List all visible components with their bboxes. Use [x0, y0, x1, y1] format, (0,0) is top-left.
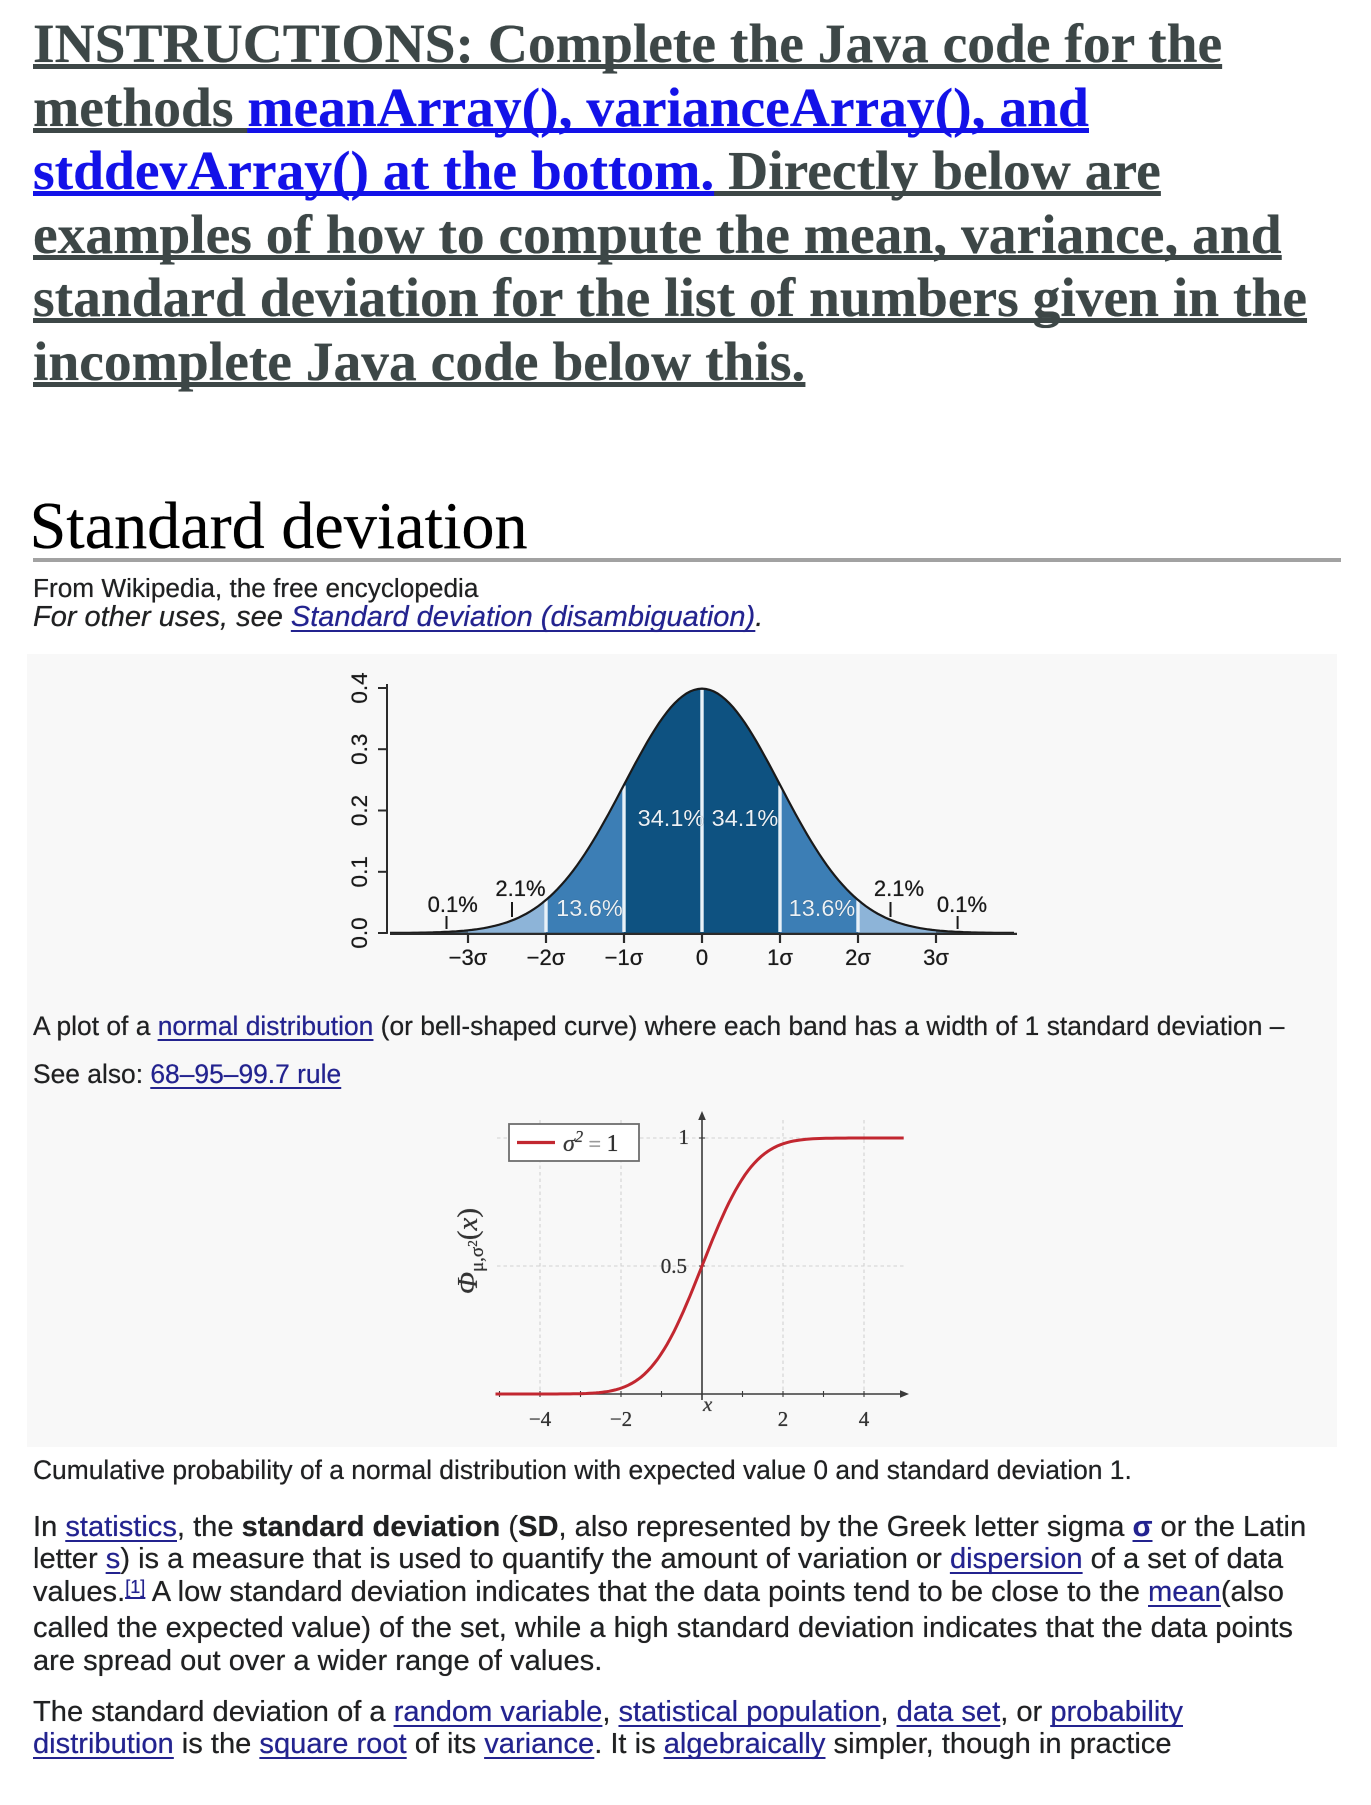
svg-text:0.1: 0.1 — [347, 856, 372, 887]
svg-text:0.4: 0.4 — [347, 672, 372, 703]
svg-text:0.3: 0.3 — [347, 734, 372, 765]
svg-text:σ2 = 1: σ2 = 1 — [563, 1127, 619, 1157]
svg-text:0.2: 0.2 — [347, 795, 372, 826]
svg-text:0.0: 0.0 — [347, 917, 372, 948]
svg-text:0.1%: 0.1% — [937, 892, 987, 917]
svg-text:−4: −4 — [529, 1407, 552, 1431]
svg-text:0.1%: 0.1% — [428, 892, 478, 917]
svg-text:3σ: 3σ — [923, 945, 949, 970]
svg-text:34.1%: 34.1% — [712, 805, 779, 831]
svg-text:2σ: 2σ — [845, 945, 871, 970]
svg-text:4: 4 — [859, 1407, 870, 1431]
svg-text:1: 1 — [679, 1125, 690, 1149]
svg-text:0.5: 0.5 — [661, 1254, 687, 1278]
svg-text:−1σ: −1σ — [605, 945, 644, 970]
svg-text:x: x — [702, 1392, 713, 1416]
svg-text:2: 2 — [778, 1407, 789, 1431]
svg-text:13.6%: 13.6% — [556, 895, 623, 921]
svg-text:0: 0 — [696, 945, 708, 970]
svg-text:2.1%: 2.1% — [874, 876, 924, 901]
svg-text:−2σ: −2σ — [527, 945, 566, 970]
svg-text:34.1%: 34.1% — [638, 805, 705, 831]
svg-text:1σ: 1σ — [767, 945, 793, 970]
svg-text:13.6%: 13.6% — [789, 895, 856, 921]
svg-text:Φμ,σ2(x): Φμ,σ2(x) — [452, 1208, 488, 1294]
svg-text:−3σ: −3σ — [449, 945, 488, 970]
svg-text:−2: −2 — [610, 1407, 632, 1431]
svg-text:2.1%: 2.1% — [495, 876, 545, 901]
